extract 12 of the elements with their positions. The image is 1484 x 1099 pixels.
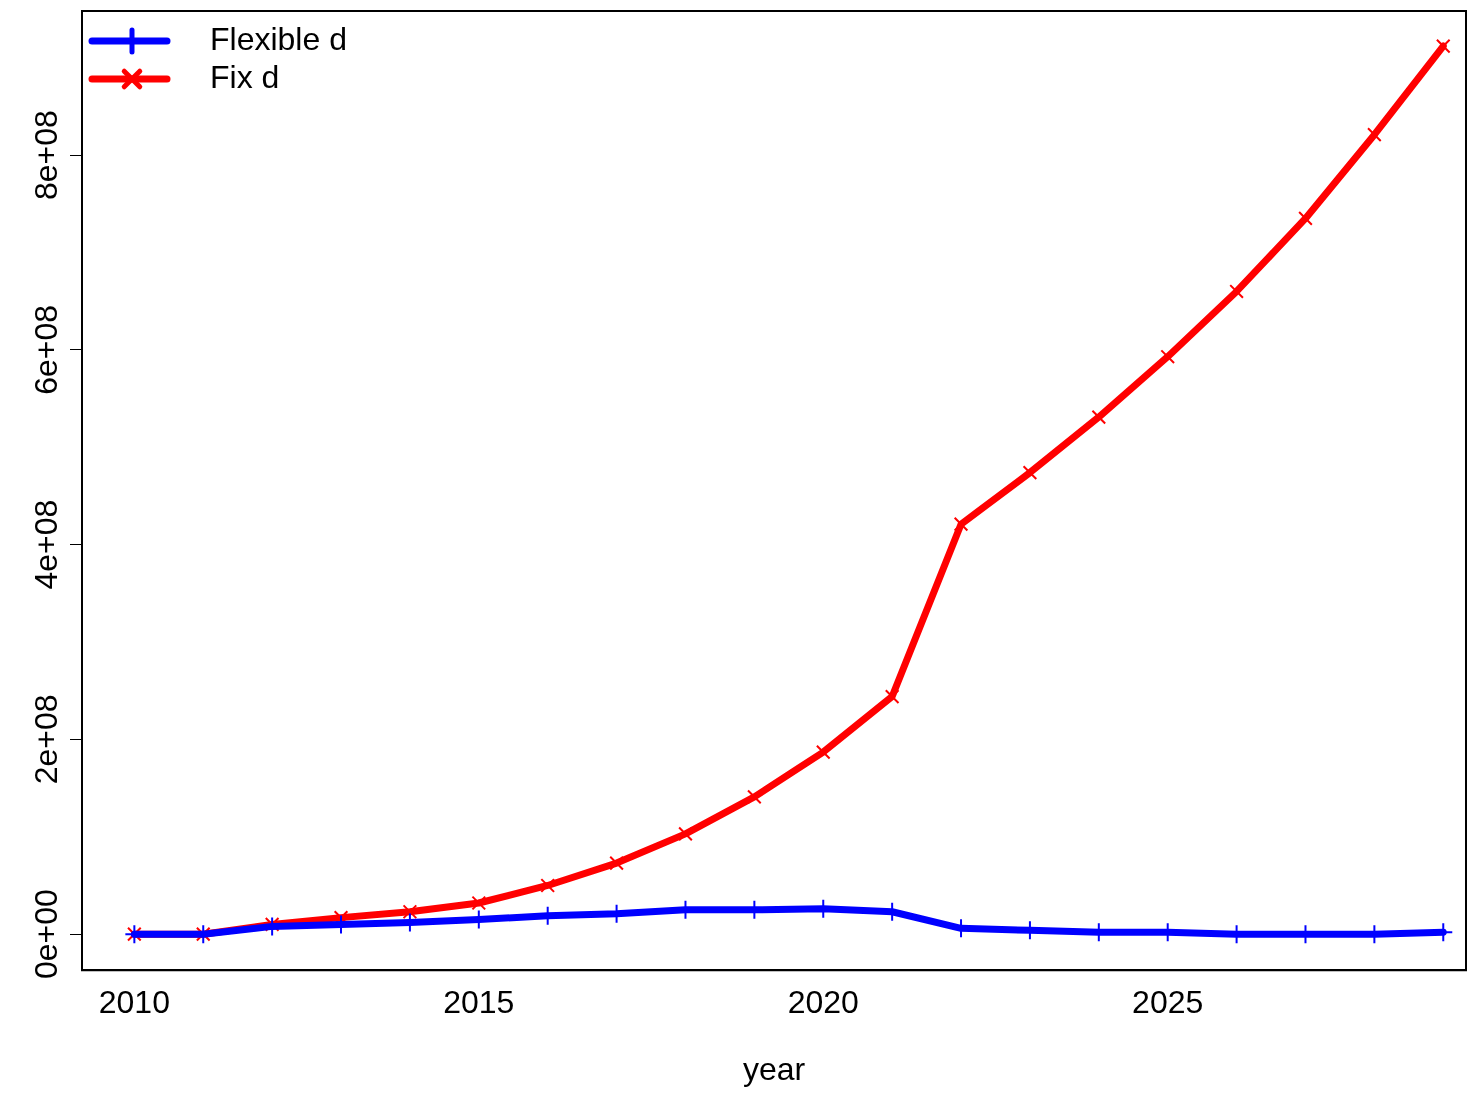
y-tick-label: 8e+08 (27, 110, 64, 201)
x-axis-title: year (742, 1050, 806, 1087)
y-tick-label: 4e+08 (27, 499, 64, 590)
x-tick-label: 2025 (1132, 984, 1204, 1021)
y-tick-label: 0e+00 (27, 889, 64, 980)
x-tick-label: 2015 (443, 984, 515, 1021)
x-tick-label: 2020 (787, 984, 859, 1021)
x-tick-label: 2010 (98, 984, 170, 1021)
y-tick-label: 2e+08 (27, 694, 64, 785)
y-tick-label: 6e+08 (27, 304, 64, 395)
legend-label: Flexible d (210, 20, 347, 57)
legend-label: Fix d (210, 58, 280, 95)
